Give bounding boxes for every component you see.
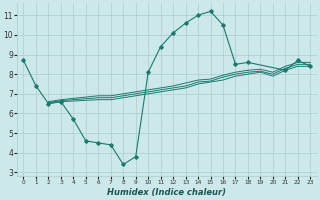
X-axis label: Humidex (Indice chaleur): Humidex (Indice chaleur): [108, 188, 226, 197]
